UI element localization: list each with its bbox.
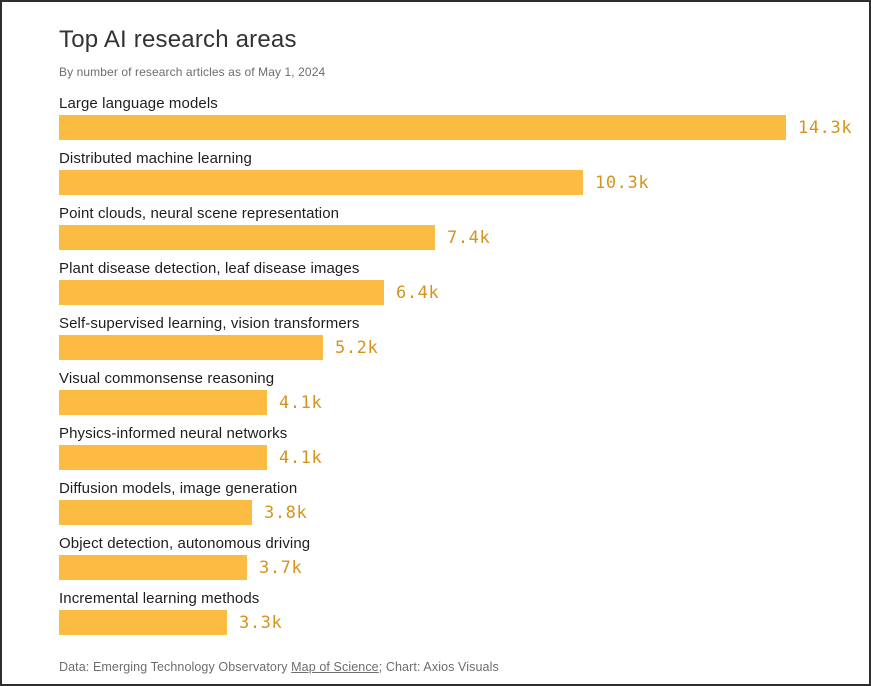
bar (59, 335, 323, 361)
chart-row: Large language models 14.3k (59, 95, 853, 150)
chart-row: Incremental learning methods 3.3k (59, 590, 853, 645)
value-label: 4.1k (279, 392, 323, 413)
bar (59, 555, 247, 581)
chart-subtitle: By number of research articles as of May… (59, 65, 326, 80)
chart-row: Plant disease detection, leaf disease im… (59, 260, 853, 315)
bar (59, 115, 786, 141)
category-label: Incremental learning methods (59, 590, 260, 608)
category-label: Self-supervised learning, vision transfo… (59, 315, 360, 333)
category-label: Point clouds, neural scene representatio… (59, 205, 340, 223)
value-label: 14.3k (798, 117, 853, 138)
value-label: 3.3k (239, 612, 283, 633)
bar (59, 610, 227, 636)
chart-row: Visual commonsense reasoning 4.1k (59, 370, 853, 425)
chart-row: Self-supervised learning, vision transfo… (59, 315, 853, 370)
bar (59, 170, 583, 196)
chart-row: Diffusion models, image generation 3.8k (59, 480, 853, 535)
category-label: Visual commonsense reasoning (59, 370, 275, 388)
value-label: 6.4k (396, 282, 440, 303)
bar (59, 225, 435, 251)
category-label: Distributed machine learning (59, 150, 252, 168)
bar (59, 500, 252, 526)
value-label: 3.8k (264, 502, 308, 523)
chart-row: Physics-informed neural networks 4.1k (59, 425, 853, 480)
chart-row: Distributed machine learning 10.3k (59, 150, 853, 205)
source-prefix: Data: Emerging Technology Observatory (59, 660, 292, 675)
map-of-science-link[interactable]: Map of Science (291, 660, 379, 675)
category-label: Diffusion models, image generation (59, 480, 298, 498)
category-label: Object detection, autonomous driving (59, 535, 311, 553)
bar (59, 445, 267, 471)
source-line: Data: Emerging Technology Observatory Ma… (59, 660, 853, 674)
chart-row: Object detection, autonomous driving 3.7… (59, 535, 853, 590)
value-label: 10.3k (595, 172, 650, 193)
category-label: Plant disease detection, leaf disease im… (59, 260, 360, 278)
bar-chart: Large language models 14.3k Distributed … (59, 95, 853, 645)
page-title: Top AI research areas (59, 26, 297, 53)
chart-row: Point clouds, neural scene representatio… (59, 205, 853, 260)
value-label: 7.4k (447, 227, 491, 248)
value-label: 4.1k (279, 447, 323, 468)
source-suffix: ; Chart: Axios Visuals (378, 660, 499, 675)
value-label: 3.7k (259, 557, 303, 578)
category-label: Large language models (59, 95, 218, 113)
bar (59, 280, 384, 306)
value-label: 5.2k (335, 337, 379, 358)
bar (59, 390, 267, 416)
category-label: Physics-informed neural networks (59, 425, 288, 443)
